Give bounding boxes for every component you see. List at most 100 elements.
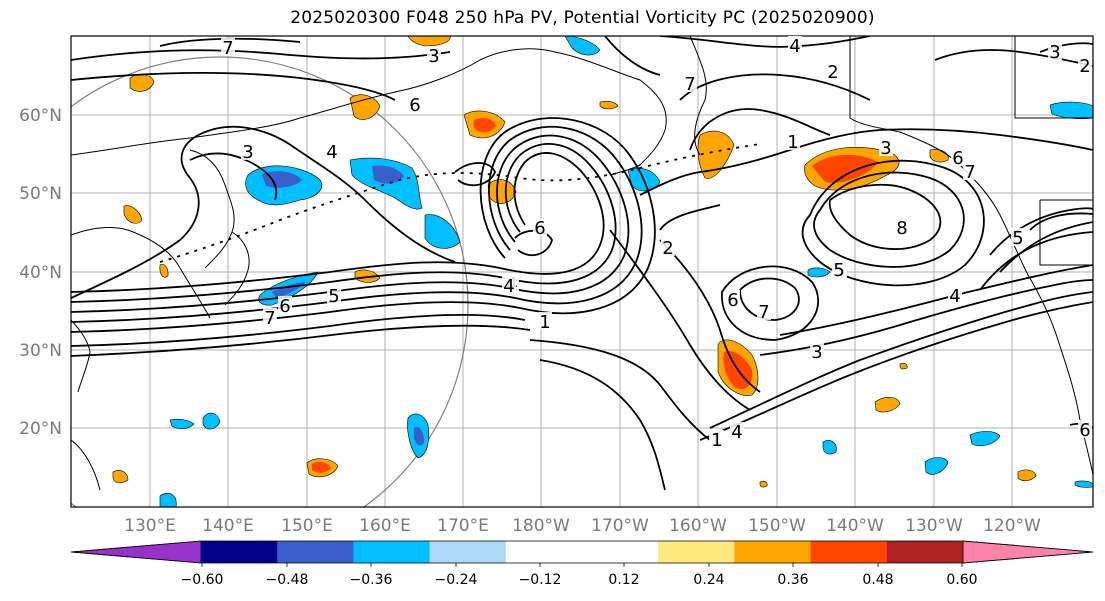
contour-label: 7 — [684, 74, 695, 95]
contour-label-bg — [1078, 420, 1092, 438]
colorbar-tick-label: 0.60 — [946, 572, 977, 588]
pos-anomaly — [874, 397, 901, 413]
contour-label: 6 — [1079, 420, 1090, 441]
colorbar-segment — [810, 541, 888, 563]
colorbar-segment — [886, 541, 964, 563]
contour-label-bg — [221, 38, 235, 56]
colorbar-segment — [277, 541, 354, 563]
contour-label: 2 — [662, 238, 673, 259]
pos-anomaly — [899, 362, 908, 370]
pos-anomaly — [112, 470, 129, 484]
contour-label-bg — [1048, 42, 1062, 60]
contour-label: 6 — [727, 290, 738, 311]
contour-label-bg — [726, 290, 740, 308]
contour-label: 4 — [326, 142, 337, 163]
contour-label-bg — [327, 286, 341, 304]
contour-label: 4 — [949, 286, 960, 307]
colorbar-segment — [734, 541, 812, 563]
neg-anomaly — [159, 493, 177, 507]
neg-anomaly — [924, 457, 949, 475]
lon-tick-label: 180°W — [512, 516, 570, 536]
colorbar-segment — [658, 541, 735, 563]
lat-tick-label: 20°N — [19, 419, 62, 439]
lat-tick-label: 40°N — [19, 263, 62, 283]
lat-tick-label: 50°N — [19, 184, 62, 204]
longitude-labels: 130°E 140°E 150°E 160°E 170°E 180°W 170°W 160°W… — [124, 516, 1041, 536]
neg-anomaly — [564, 36, 601, 56]
neg-anomaly — [372, 165, 404, 184]
contour-label: 6 — [534, 218, 545, 239]
neg-anomaly — [414, 426, 424, 446]
pos-anomaly — [599, 100, 619, 110]
contour-label: 3 — [428, 46, 439, 67]
contour-label-bg — [263, 308, 277, 326]
contour-label: 2 — [827, 62, 838, 83]
contour-label-bg — [951, 148, 965, 166]
colorbar-tick-label: −0.60 — [181, 572, 224, 588]
colorbar-tick-label: −0.12 — [519, 572, 562, 588]
map-title: 2025020300 F048 250 hPa PV, Potential Vo… — [290, 8, 875, 28]
lat-tick-label: 60°N — [19, 106, 62, 126]
lon-tick-label: 170°W — [591, 516, 649, 536]
contour-label-bg — [1078, 56, 1092, 74]
contour-label-bg — [408, 95, 422, 113]
contour-label: 2 — [1079, 56, 1090, 77]
contour-label-bg — [788, 36, 802, 54]
pos-anomaly — [407, 36, 451, 47]
lon-tick-label: 120°W — [983, 516, 1041, 536]
contour-label-bg — [826, 62, 840, 80]
colorbar-tick-label: 0.48 — [862, 572, 893, 588]
neg-anomaly — [1074, 480, 1093, 488]
pos-anomaly — [159, 263, 169, 278]
colorbar-tick-labels: −0.60 −0.48 −0.36 −0.24 −0.12 0.12 0.24 0.36 0.4… — [181, 563, 978, 588]
lon-tick-label: 170°E — [437, 516, 489, 536]
contour-label: 5 — [833, 260, 844, 281]
pos-anomaly — [1017, 469, 1037, 482]
lon-tick-label: 140°E — [202, 516, 254, 536]
map-frame — [70, 35, 1094, 508]
colorbar-tick-label: 0.24 — [693, 572, 724, 588]
contour-label-bg — [895, 218, 909, 236]
contour-label: 3 — [1049, 42, 1060, 63]
colorbar-tick-label: 0.12 — [608, 572, 639, 588]
contour-label-bg — [241, 142, 255, 160]
contour-label: 7 — [264, 308, 275, 329]
contour-label-bg — [661, 238, 675, 256]
contour-label: 1 — [539, 312, 550, 333]
contour-label-bg — [427, 46, 441, 64]
contour-label: 3 — [811, 342, 822, 363]
contour-label: 3 — [242, 142, 253, 163]
colorbar-tick-label: 0.36 — [777, 572, 808, 588]
contour-label: 5 — [328, 286, 339, 307]
contour-label-bg — [963, 162, 977, 180]
lon-tick-label: 140°W — [826, 516, 884, 536]
contour-label-bg — [325, 142, 339, 160]
contour-label-bg — [683, 74, 697, 92]
pos-anomaly — [312, 461, 331, 473]
neg-anomaly — [424, 214, 461, 249]
contour-label-bg — [533, 218, 547, 236]
contour-label: 1 — [711, 430, 722, 451]
colorbar-outline — [70, 540, 1094, 564]
contour-label: 7 — [222, 38, 233, 59]
colorbar-tick-label: −0.24 — [435, 572, 478, 588]
colorbar-segment — [505, 541, 583, 563]
pos-anomaly — [759, 480, 768, 488]
colorbar-segment — [429, 541, 507, 563]
contour-label: 7 — [758, 302, 769, 323]
neg-anomaly — [822, 440, 837, 455]
lon-tick-label: 160°W — [669, 516, 727, 536]
contour-label: 3 — [880, 138, 891, 159]
neg-anomaly — [969, 431, 1001, 447]
contour-label-bg — [948, 286, 962, 304]
lon-tick-label: 150°E — [281, 516, 333, 536]
contour-label: 6 — [952, 148, 963, 169]
contour-label-bg — [757, 302, 771, 320]
negative-pv-anomalies — [159, 36, 1093, 507]
contour-label-bg — [538, 312, 552, 330]
colorbar-segment — [201, 541, 278, 563]
lon-tick-label: 150°W — [748, 516, 806, 536]
neg-anomaly — [169, 418, 195, 430]
contour-label: 6 — [279, 296, 290, 317]
